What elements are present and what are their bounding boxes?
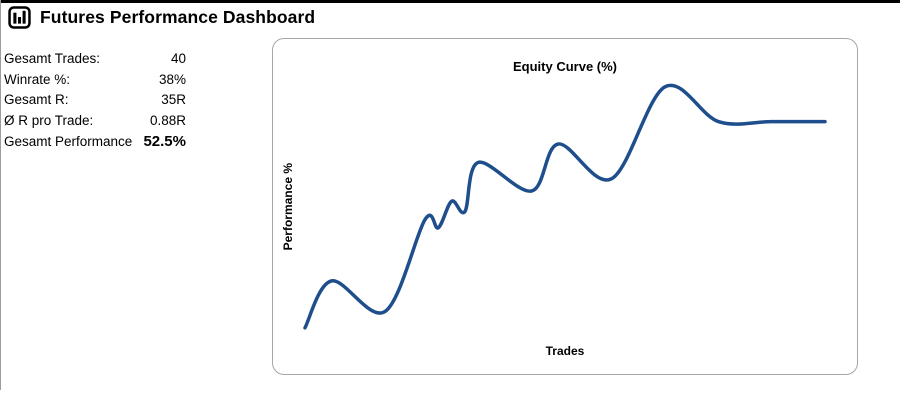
stat-label: Ø R pro Trade: — [4, 112, 94, 128]
stat-row-gesamt-r: Gesamt R: 35R — [4, 90, 186, 111]
equity-curve-svg — [303, 83, 827, 330]
equity-curve-chart[interactable]: Equity Curve (%) Performance % Trades — [272, 38, 858, 375]
stat-row-gesamt-trades: Gesamt Trades: 40 — [4, 49, 186, 70]
stat-label: Gesamt R: — [4, 92, 69, 107]
top-divider — [0, 0, 900, 3]
stat-value: 40 — [170, 51, 186, 66]
stat-label: Gesamt Performance — [4, 134, 133, 149]
stat-value: 38% — [158, 71, 186, 87]
stat-label: Winrate %: — [4, 71, 71, 87]
stats-panel: Gesamt Trades: 40 Winrate %: 38% Gesamt … — [4, 49, 186, 153]
stat-value: 52.5% — [143, 133, 186, 150]
left-divider — [0, 0, 1, 390]
stat-value: 35R — [161, 92, 186, 107]
stat-row-winrate: Winrate %: 38% — [4, 70, 186, 91]
chart-title: Equity Curve (%) — [512, 59, 617, 74]
dashboard-header: Futures Performance Dashboard — [8, 6, 315, 29]
bar-chart-icon — [8, 6, 31, 29]
stat-row-r-pro-trade: Ø R pro Trade: 0.88R — [4, 111, 186, 132]
stat-row-gesamt-performance: Gesamt Performance 52.5% — [4, 131, 186, 153]
x-axis-label: Trades — [545, 344, 585, 358]
stat-label: Gesamt Trades: — [4, 51, 101, 66]
stat-value: 0.88R — [149, 112, 186, 128]
equity-curve-line — [303, 83, 827, 330]
page-title: Futures Performance Dashboard — [40, 7, 316, 27]
